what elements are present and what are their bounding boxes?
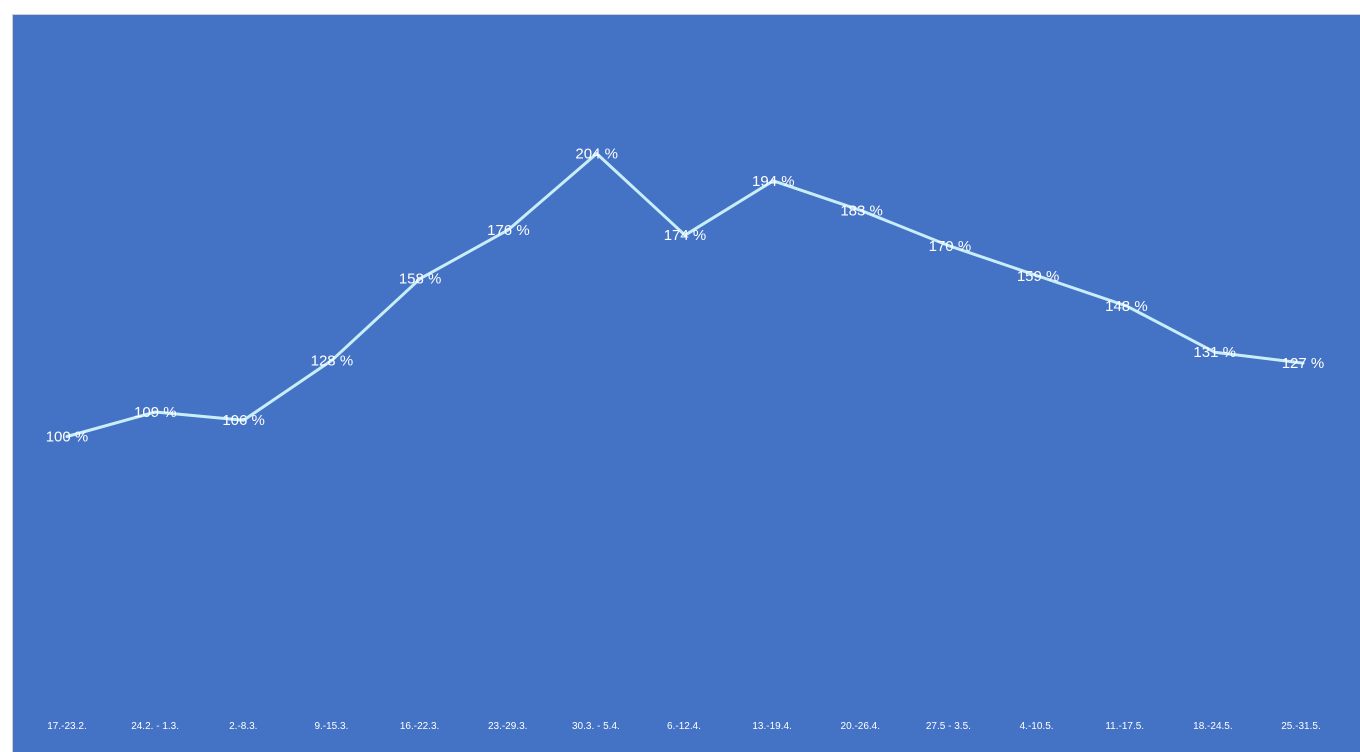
series-line [65,152,1305,438]
data-label: 183 % [840,203,883,220]
x-tick-label: 13.-19.4. [752,721,791,732]
x-tick-label: 27.5 - 3.5. [926,721,971,732]
data-label: 148 % [1105,298,1148,315]
x-tick-label: 4.-10.5. [1020,721,1054,732]
data-label: 128 % [311,352,354,369]
data-label: 204 % [575,146,618,163]
data-label: 106 % [222,412,265,429]
data-label: 109 % [134,404,177,421]
data-label: 159 % [1017,268,1060,285]
data-label: 174 % [664,227,707,244]
data-labels: 100 % 109 % 106 % 128 % 158 % 176 % 204 % 174 %… [46,146,1325,446]
x-tick-label: 11.-17.5. [1105,721,1144,732]
x-tick-label: 23.-29.3. [488,721,527,732]
chart-background [13,15,1360,752]
x-tick-label: 24.2. - 1.3. [131,721,179,732]
data-label: 100 % [46,429,89,446]
data-label: 131 % [1193,344,1236,361]
data-label: 170 % [929,238,972,255]
x-tick-label: 17.-23.2. [47,721,86,732]
x-tick-label: 18.-24.5. [1193,721,1232,732]
data-label: 127 % [1282,355,1325,372]
x-tick-label: 20.-26.4. [841,721,880,732]
data-label: 158 % [399,271,442,288]
x-tick-label: 9.-15.3. [314,721,348,732]
chart-frame [12,14,1360,752]
x-axis-tick-labels: 17.-23.2. 24.2. - 1.3. 2.-8.3. 9.-15.3. 16.-… [47,721,1320,732]
x-tick-label: 25.-31.5. [1281,721,1320,732]
data-label: 194 % [752,173,795,190]
x-tick-label: 2.-8.3. [229,721,257,732]
x-tick-label: 6.-12.4. [667,721,701,732]
x-tick-label: 30.3. - 5.4. [572,721,620,732]
x-tick-label: 16.-22.3. [400,721,439,732]
data-label: 176 % [487,222,530,239]
